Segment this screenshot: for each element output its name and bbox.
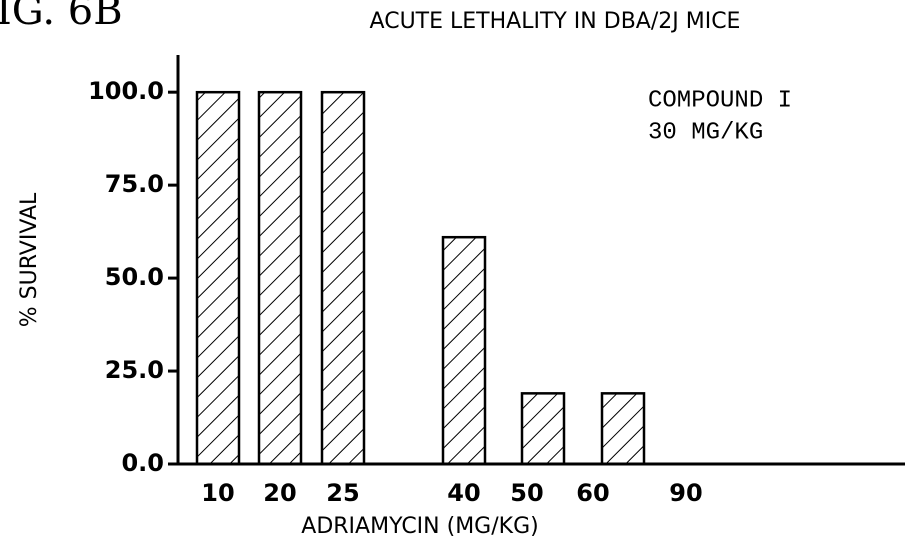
x-tick-label: 40 bbox=[447, 479, 480, 507]
y-tick-label: 25.0 bbox=[105, 356, 164, 384]
bar bbox=[520, 392, 566, 466]
bar bbox=[320, 90, 366, 466]
x-axis-label: ADRIAMYCIN (MG/KG) bbox=[301, 514, 538, 539]
x-tick-label: 10 bbox=[201, 479, 234, 507]
y-axis-label: % SURVIVAL bbox=[17, 192, 42, 327]
x-tick-label: 50 bbox=[510, 479, 543, 507]
y-tick-label: 0.0 bbox=[121, 449, 164, 477]
bar bbox=[600, 392, 646, 466]
x-tick-label: 90 bbox=[669, 479, 702, 507]
annotation: 30 MG/KG bbox=[648, 119, 763, 146]
chart-title: ACUTE LETHALITY IN DBA/2J MICE bbox=[370, 9, 741, 34]
x-tick-label: 60 bbox=[576, 479, 609, 507]
x-tick-label: 25 bbox=[326, 479, 359, 507]
annotation: COMPOUND I bbox=[648, 87, 792, 114]
y-tick-label: 50.0 bbox=[105, 263, 164, 291]
figure-label: IG. 6B bbox=[0, 0, 123, 34]
x-tick-label: 20 bbox=[263, 479, 296, 507]
y-tick-label: 100.0 bbox=[88, 77, 164, 105]
bar bbox=[195, 90, 241, 466]
bar bbox=[441, 235, 487, 466]
bar bbox=[257, 90, 303, 466]
y-tick-label: 75.0 bbox=[105, 170, 164, 198]
